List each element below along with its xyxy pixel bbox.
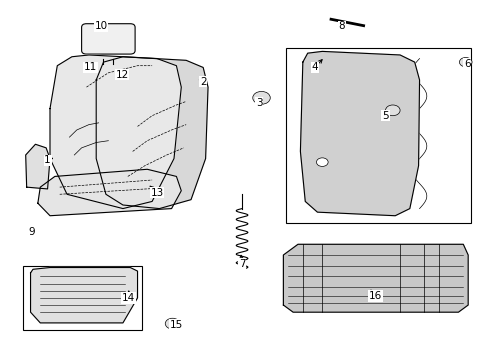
Polygon shape: [50, 55, 181, 208]
Bar: [23, 266, 142, 330]
Text: 4: 4: [311, 63, 318, 72]
Text: 12: 12: [115, 69, 128, 80]
Polygon shape: [96, 57, 207, 208]
Text: 13: 13: [150, 188, 163, 198]
Circle shape: [316, 158, 327, 166]
Text: 5: 5: [382, 111, 388, 121]
Text: 2: 2: [200, 77, 206, 87]
Polygon shape: [300, 51, 419, 216]
Text: 16: 16: [368, 291, 382, 301]
Circle shape: [165, 318, 180, 329]
Text: 14: 14: [122, 293, 135, 303]
Text: 8: 8: [338, 21, 345, 31]
Text: 11: 11: [83, 63, 97, 72]
Polygon shape: [283, 244, 467, 312]
Text: 7: 7: [238, 259, 245, 269]
Circle shape: [458, 58, 471, 67]
Text: 3: 3: [255, 98, 262, 108]
Text: 10: 10: [94, 21, 107, 31]
Circle shape: [116, 72, 123, 77]
Text: 1: 1: [44, 156, 51, 165]
Polygon shape: [26, 144, 50, 189]
Polygon shape: [38, 169, 181, 216]
Bar: [285, 48, 469, 223]
Text: 15: 15: [169, 320, 183, 330]
Text: 9: 9: [28, 227, 35, 237]
Circle shape: [252, 91, 270, 104]
Circle shape: [385, 105, 399, 116]
Circle shape: [85, 64, 95, 71]
Polygon shape: [30, 267, 137, 323]
Text: 6: 6: [463, 59, 469, 69]
FancyBboxPatch shape: [81, 24, 135, 54]
